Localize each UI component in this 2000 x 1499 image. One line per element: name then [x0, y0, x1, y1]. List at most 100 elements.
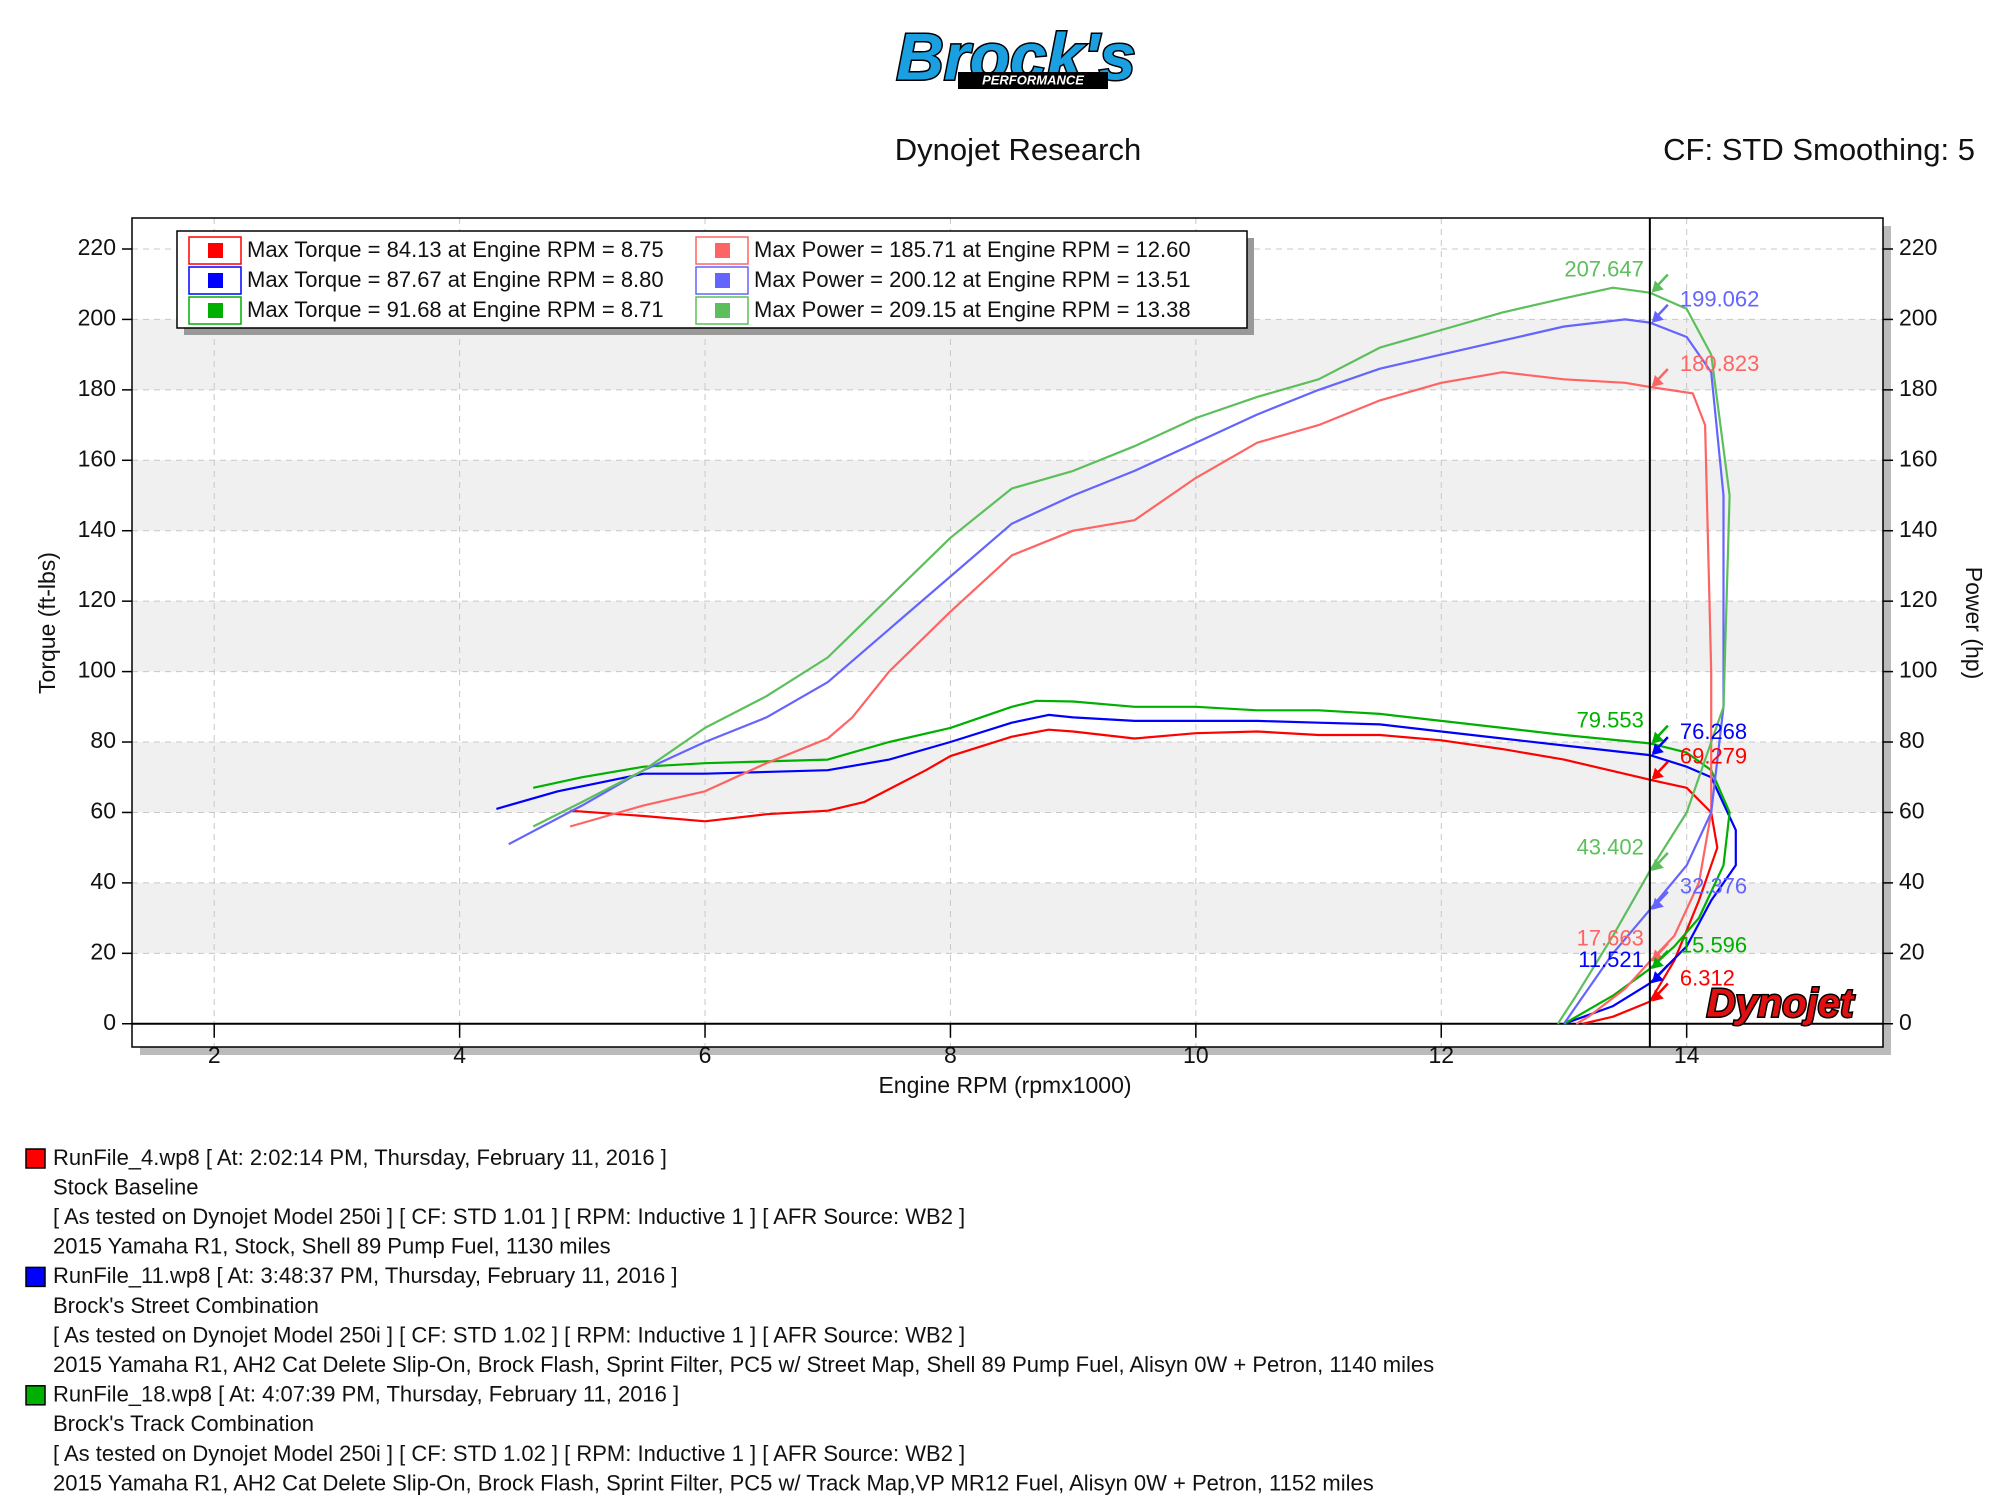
y-tick-label: 20	[90, 938, 116, 964]
y-tick-label: 200	[78, 305, 116, 331]
cursor-arrow-head	[1651, 374, 1664, 387]
run-detail: [ As tested on Dynojet Model 250i ] [ CF…	[53, 1204, 965, 1229]
run-detail: [ As tested on Dynojet Model 250i ] [ CF…	[53, 1322, 965, 1347]
legend-label: Max Torque = 91.68 at Engine RPM = 8.71	[247, 297, 664, 322]
y2-tick-label: 80	[1899, 727, 1925, 753]
legend-swatch	[208, 273, 223, 288]
grid-band	[132, 460, 1883, 531]
legend-label: Max Power = 200.12 at Engine RPM = 13.51	[754, 267, 1191, 292]
y-axis-label: Torque (ft-lbs)	[34, 552, 60, 694]
run-detail: Stock Baseline	[53, 1174, 199, 1199]
legend-swatch	[715, 303, 730, 318]
legend-label: Max Torque = 87.67 at Engine RPM = 8.80	[247, 267, 664, 292]
run-swatch	[25, 1148, 46, 1169]
cursor-arrow-head	[1651, 280, 1664, 293]
run-swatch	[25, 1385, 46, 1406]
cursor-arrow-head	[1651, 897, 1664, 910]
y-tick-label: 180	[78, 375, 116, 401]
cursor-readout: 11.521	[1578, 947, 1644, 972]
y2-axis-label: Power (hp)	[1961, 567, 1987, 679]
run-detail: 2015 Yamaha R1, AH2 Cat Delete Slip-On, …	[53, 1470, 1374, 1495]
run-file: RunFile_4.wp8 [ At: 2:02:14 PM, Thursday…	[53, 1145, 667, 1170]
y2-tick-label: 200	[1899, 305, 1937, 331]
cursor-readout: 15.596	[1680, 933, 1747, 958]
chart-subtitle: CF: STD Smoothing: 5	[1663, 132, 1975, 167]
grid-band	[132, 742, 1883, 813]
y-tick-label: 140	[78, 516, 116, 542]
run-detail: [ As tested on Dynojet Model 250i ] [ CF…	[53, 1441, 965, 1466]
cursor-arrow-head	[1651, 989, 1664, 1002]
logo-subtitle: PERFORMANCE	[982, 72, 1084, 87]
cursor-readout: 199.062	[1680, 287, 1760, 312]
chart-title: Dynojet Research	[895, 132, 1141, 167]
y2-tick-label: 0	[1899, 1009, 1912, 1035]
x-tick-label: 4	[453, 1042, 466, 1068]
y2-tick-label: 120	[1899, 586, 1937, 612]
cursor-arrow-head	[1651, 956, 1664, 969]
legend-swatch	[208, 303, 223, 318]
y-tick-label: 0	[103, 1009, 116, 1035]
y-tick-label: 60	[90, 798, 116, 824]
x-tick-label: 2	[208, 1042, 221, 1068]
run-detail: 2015 Yamaha R1, Stock, Shell 89 Pump Fue…	[53, 1234, 611, 1259]
cursor-readout: 76.268	[1680, 719, 1747, 744]
legend-label: Max Power = 209.15 at Engine RPM = 13.38	[754, 297, 1191, 322]
y2-tick-label: 20	[1899, 938, 1925, 964]
y2-tick-label: 40	[1899, 868, 1925, 894]
cursor-readout: 43.402	[1577, 835, 1644, 860]
y-tick-label: 40	[90, 868, 116, 894]
legend-swatch-box	[695, 236, 749, 265]
series-line	[508, 318, 1725, 1025]
cursor-arrow-head	[1651, 971, 1664, 984]
y-tick-label: 160	[78, 445, 116, 471]
y-tick-label: 120	[78, 586, 116, 612]
cursor-readout: 79.553	[1577, 707, 1644, 732]
cursor-readout: 69.279	[1680, 744, 1747, 769]
grid-band	[132, 601, 1883, 672]
x-tick-label: 6	[699, 1042, 712, 1068]
run-file: RunFile_11.wp8 [ At: 3:48:37 PM, Thursda…	[53, 1263, 678, 1288]
y-tick-label: 220	[78, 234, 116, 260]
series-line	[532, 286, 1731, 1025]
y2-tick-label: 160	[1899, 445, 1937, 471]
series-line	[569, 371, 1713, 1025]
x-tick-label: 10	[1183, 1042, 1209, 1068]
series-line	[570, 728, 1719, 1025]
legend-swatch	[208, 243, 223, 258]
watermark: Dynojet	[1707, 982, 1855, 1026]
x-tick-label: 14	[1674, 1042, 1700, 1068]
run-detail: 2015 Yamaha R1, AH2 Cat Delete Slip-On, …	[53, 1352, 1434, 1377]
y2-tick-label: 60	[1899, 798, 1925, 824]
y2-tick-label: 180	[1899, 375, 1937, 401]
legend-label: Max Torque = 84.13 at Engine RPM = 8.75	[247, 237, 664, 262]
y-tick-label: 80	[90, 727, 116, 753]
y2-tick-label: 100	[1899, 657, 1937, 683]
series-line	[532, 699, 1731, 1025]
x-tick-label: 8	[944, 1042, 957, 1068]
y2-tick-label: 220	[1899, 234, 1937, 260]
legend-swatch	[715, 243, 730, 258]
run-file: RunFile_18.wp8 [ At: 4:07:39 PM, Thursda…	[53, 1382, 679, 1407]
x-axis-label: Engine RPM (rpmx1000)	[878, 1072, 1131, 1098]
cursor-readout: 17.663	[1577, 925, 1644, 950]
y2-tick-label: 140	[1899, 516, 1937, 542]
plot-frame	[131, 217, 1884, 1048]
cursor-readout: 32.376	[1680, 874, 1747, 899]
cursor-arrow-head	[1651, 767, 1664, 780]
logo-bar	[958, 72, 1108, 89]
legend-label: Max Power = 185.71 at Engine RPM = 12.60	[754, 237, 1191, 262]
cursor-readout: 207.647	[1564, 256, 1644, 281]
cursor-readout: 180.823	[1680, 351, 1760, 376]
y-tick-label: 100	[78, 657, 116, 683]
cursor-arrow-head	[1651, 743, 1664, 756]
cursor-readout: 6.312	[1680, 965, 1735, 990]
cursor-arrow-head	[1651, 310, 1664, 323]
grid-band	[132, 882, 1883, 954]
series-line	[496, 713, 1737, 1025]
legend-swatch	[715, 273, 730, 288]
run-swatch	[25, 1266, 46, 1288]
run-detail: Brock's Track Combination	[53, 1411, 314, 1436]
cursor-arrow-head	[1651, 731, 1664, 744]
x-tick-label: 12	[1428, 1042, 1454, 1068]
